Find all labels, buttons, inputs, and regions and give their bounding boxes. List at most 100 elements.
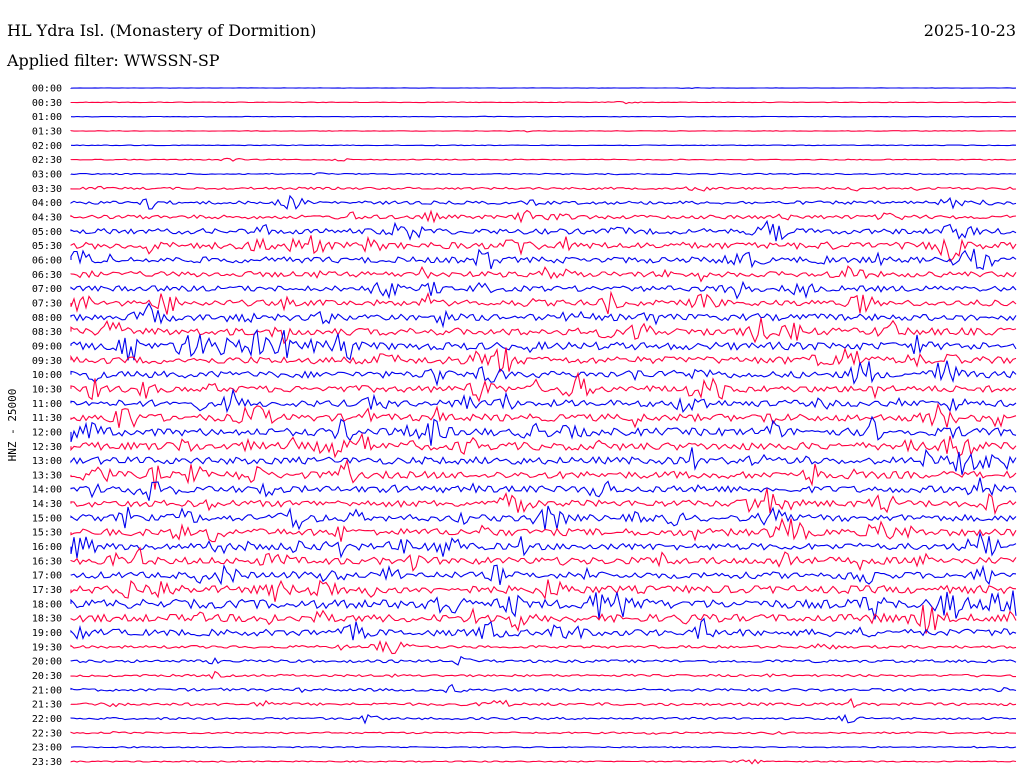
trace-line [70,670,1016,680]
tick-label: 16:00 [32,542,62,553]
tick-label: 02:30 [32,155,62,166]
trace-line [70,360,1017,387]
trace-line [70,248,1017,271]
trace-line [70,115,1016,118]
tick-label: 11:30 [32,413,62,424]
tick-label: 09:30 [32,356,62,367]
trace-line [70,432,1017,459]
tick-label: 06:30 [32,270,62,281]
tick-label: 23:30 [32,757,62,768]
tick-label: 21:00 [32,685,62,696]
trace-line [70,546,1017,572]
tick-label: 13:00 [32,456,62,467]
tick-label: 19:30 [32,642,62,653]
tick-label: 01:30 [32,126,62,137]
trace-line [70,347,1017,373]
tick-label: 01:00 [32,112,62,123]
trace-line [70,371,1017,403]
tick-label: 14:30 [32,499,62,510]
tick-label: 10:30 [32,384,62,395]
tick-label: 00:30 [32,98,62,109]
seismic-traces [70,87,1017,765]
trace-line [70,130,1016,133]
tick-label: 05:30 [32,241,62,252]
tick-label: 22:30 [32,728,62,739]
tick-label: 11:00 [32,399,62,410]
trace-line [70,209,1017,224]
trace-line [70,101,1017,105]
tick-label: 15:30 [32,528,62,539]
tick-label: 00:00 [32,84,62,95]
trace-line [70,447,1017,475]
tick-label: 20:00 [32,657,62,668]
tick-label: 17:00 [32,571,62,582]
trace-line [70,697,1017,709]
tick-label: 07:00 [32,284,62,295]
tick-label: 15:00 [32,513,62,524]
tick-label: 06:00 [32,255,62,266]
trace-line [70,265,1017,283]
trace-line [70,488,1017,516]
tick-label: 05:00 [32,227,62,238]
tick-label: 20:30 [32,671,62,682]
trace-line [70,713,1017,725]
trace-line [70,683,1017,694]
tick-label: 21:30 [32,700,62,711]
tick-label: 02:00 [32,141,62,152]
tick-label: 04:30 [32,212,62,223]
trace-line [70,317,1017,345]
trace-line [70,639,1017,655]
trace-line [70,477,1017,501]
trace-line [70,194,1017,210]
tick-label: 17:30 [32,585,62,596]
trace-line [70,604,1017,634]
tick-labels: 00:00 00:30 01:00 01:30 02:00 02:30 03:00 03:30… [32,84,62,769]
tick-label: 13:30 [32,470,62,481]
trace-line [70,185,1017,192]
trace-line [70,280,1017,300]
tick-label: 04:00 [32,198,62,209]
tick-label: 12:00 [32,427,62,438]
tick-label: 09:00 [32,341,62,352]
trace-line [70,402,1017,429]
trace-line [70,388,1017,414]
trace-line [70,415,1017,446]
filter-label: Applied filter: WWSSN-SP [6,51,220,70]
trace-line [70,458,1017,490]
trace-line [70,579,1017,602]
trace-line [70,745,1017,749]
trace-line [70,563,1017,586]
trace-line [70,531,1017,559]
tick-label: 22:00 [32,714,62,725]
trace-line [70,505,1017,531]
tick-label: 12:30 [32,442,62,453]
tick-label: 18:30 [32,614,62,625]
channel-label: HNZ - 25000 [6,389,19,462]
tick-label: 03:00 [32,169,62,180]
tick-label: 14:00 [32,485,62,496]
tick-label: 03:30 [32,184,62,195]
tick-label: 10:00 [32,370,62,381]
trace-line [70,302,1017,329]
station-title: HL Ydra Isl. (Monastery of Dormition) [7,21,316,40]
tick-label: 23:00 [32,743,62,754]
tick-label: 07:30 [32,298,62,309]
tick-label: 18:00 [32,599,62,610]
trace-line [70,328,1017,361]
tick-label: 16:30 [32,556,62,567]
trace-line [70,87,1017,89]
trace-line [70,517,1017,543]
trace-line [70,144,1017,147]
trace-line [70,731,1017,735]
trace-line [70,157,1017,162]
trace-line [70,172,1017,176]
trace-line [70,617,1017,641]
trace-line [70,235,1017,263]
trace-line [70,290,1017,315]
date-label: 2025-10-23 [924,21,1016,40]
tick-label: 08:30 [32,327,62,338]
trace-line [70,590,1017,620]
trace-line [70,219,1017,242]
tick-label: 08:00 [32,313,62,324]
